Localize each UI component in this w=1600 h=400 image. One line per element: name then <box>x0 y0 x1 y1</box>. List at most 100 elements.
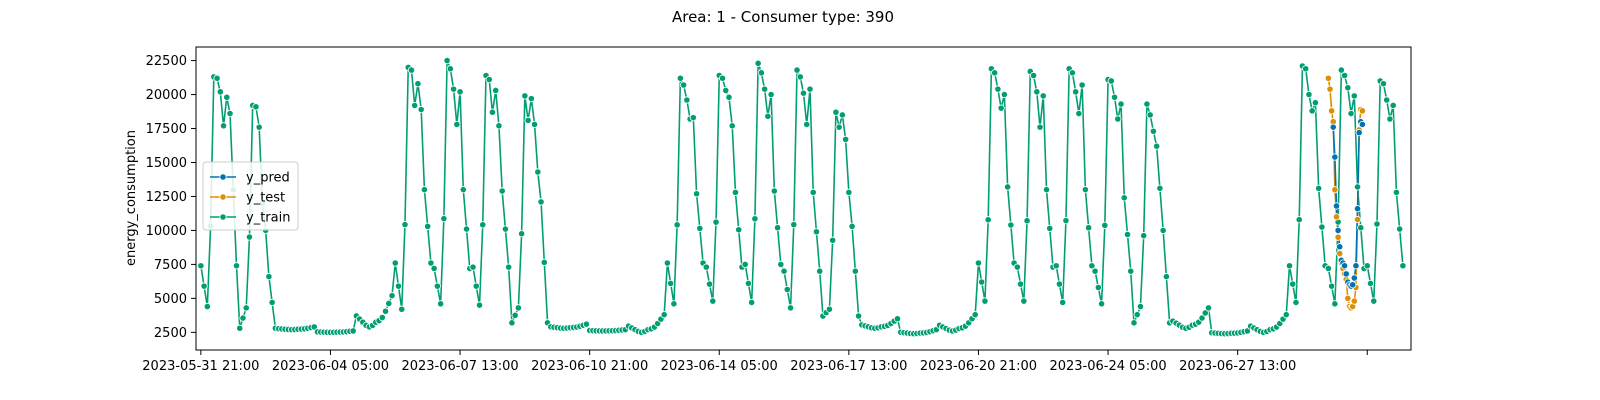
data-point <box>680 81 688 89</box>
data-point <box>394 282 403 290</box>
data-point <box>673 221 681 229</box>
data-point <box>1328 282 1336 290</box>
data-point <box>200 282 208 290</box>
data-point <box>216 88 224 96</box>
data-point <box>1072 88 1080 96</box>
data-point <box>1344 84 1352 92</box>
data-point <box>378 313 386 322</box>
data-point <box>1097 300 1106 308</box>
data-point <box>1036 123 1044 131</box>
data-point <box>1052 262 1060 270</box>
data-point <box>1016 280 1025 288</box>
data-point <box>223 93 231 101</box>
data-point <box>1334 226 1342 235</box>
x-tick-label: 2023-05-31 21:00 <box>142 359 259 374</box>
data-point <box>705 280 714 288</box>
data-point <box>1337 66 1345 74</box>
data-point <box>1350 92 1358 100</box>
series-markers-y_pred <box>1329 118 1367 290</box>
data-point <box>991 69 999 77</box>
data-point <box>660 311 668 319</box>
data-point <box>1004 183 1012 191</box>
data-point <box>770 187 778 195</box>
data-point <box>1379 80 1388 88</box>
y-tick-label: 15000 <box>146 156 187 171</box>
data-point <box>796 73 804 81</box>
data-point <box>1146 111 1154 119</box>
x-axis: 2023-05-31 21:00 2023-06-04 05:00 2023-06-… <box>142 350 1368 374</box>
data-point <box>854 312 863 320</box>
data-point <box>537 198 545 206</box>
y-axis: 2500 5000 7500 10000 12500 15000 17500 20000 225… <box>146 54 196 341</box>
data-point <box>1123 230 1132 239</box>
data-point <box>1110 93 1119 101</box>
data-point <box>488 108 497 116</box>
data-point <box>1007 221 1015 229</box>
data-point <box>683 96 691 104</box>
data-point <box>790 221 798 229</box>
data-point <box>203 302 211 311</box>
y-tick-label: 22500 <box>146 54 187 69</box>
legend-item-y_pred: y_pred <box>210 171 290 186</box>
data-point <box>524 116 532 124</box>
data-point <box>485 76 493 84</box>
x-tick-label: 2023-06-04 05:00 <box>272 359 389 374</box>
data-point <box>1370 297 1378 305</box>
data-point <box>582 320 591 328</box>
data-point <box>1392 188 1401 196</box>
data-point <box>472 282 480 290</box>
data-point <box>1355 129 1363 137</box>
data-point <box>741 260 749 268</box>
legend: y_pred y_test y_train <box>202 161 299 231</box>
data-point <box>663 259 672 267</box>
data-point <box>518 230 526 238</box>
data-point <box>1324 264 1332 273</box>
data-point <box>411 101 419 110</box>
data-point <box>430 264 438 273</box>
data-point <box>462 225 471 233</box>
data-point <box>1062 217 1070 225</box>
data-point <box>265 273 273 281</box>
data-point <box>803 120 811 129</box>
data-point <box>197 262 205 270</box>
data-point <box>667 279 675 288</box>
data-point <box>974 259 983 267</box>
data-point <box>1136 302 1145 311</box>
data-point <box>427 259 435 267</box>
data-point <box>1350 297 1358 305</box>
data-point <box>1336 243 1344 251</box>
y-tick-label: 5000 <box>154 292 187 307</box>
data-point <box>1358 107 1367 115</box>
y-tick-label: 12500 <box>146 190 187 205</box>
data-point <box>239 314 247 322</box>
data-point <box>391 259 399 267</box>
data-point <box>1289 280 1297 288</box>
data-point <box>1023 217 1031 225</box>
legend-label: y_train <box>246 211 290 226</box>
data-point <box>252 103 260 111</box>
data-point <box>1353 183 1362 191</box>
data-point <box>748 298 756 307</box>
data-point <box>725 93 733 101</box>
data-point <box>479 221 487 229</box>
data-point <box>1336 249 1344 258</box>
data-point <box>712 218 720 226</box>
data-point <box>893 315 902 323</box>
data-point <box>456 88 464 96</box>
data-point <box>1366 279 1375 288</box>
data-point <box>689 114 697 122</box>
y-tick-label: 10000 <box>146 224 187 239</box>
data-point <box>433 282 441 290</box>
data-point <box>1085 224 1093 232</box>
data-point <box>420 186 429 194</box>
data-point <box>1107 77 1115 85</box>
data-point <box>825 305 834 313</box>
data-point <box>521 92 529 100</box>
data-point <box>1292 298 1300 307</box>
data-point <box>757 69 765 77</box>
data-point <box>1133 311 1141 319</box>
legend-label: y_test <box>246 191 285 206</box>
data-point <box>226 109 234 118</box>
data-point <box>1091 267 1099 275</box>
data-point <box>1059 298 1067 307</box>
